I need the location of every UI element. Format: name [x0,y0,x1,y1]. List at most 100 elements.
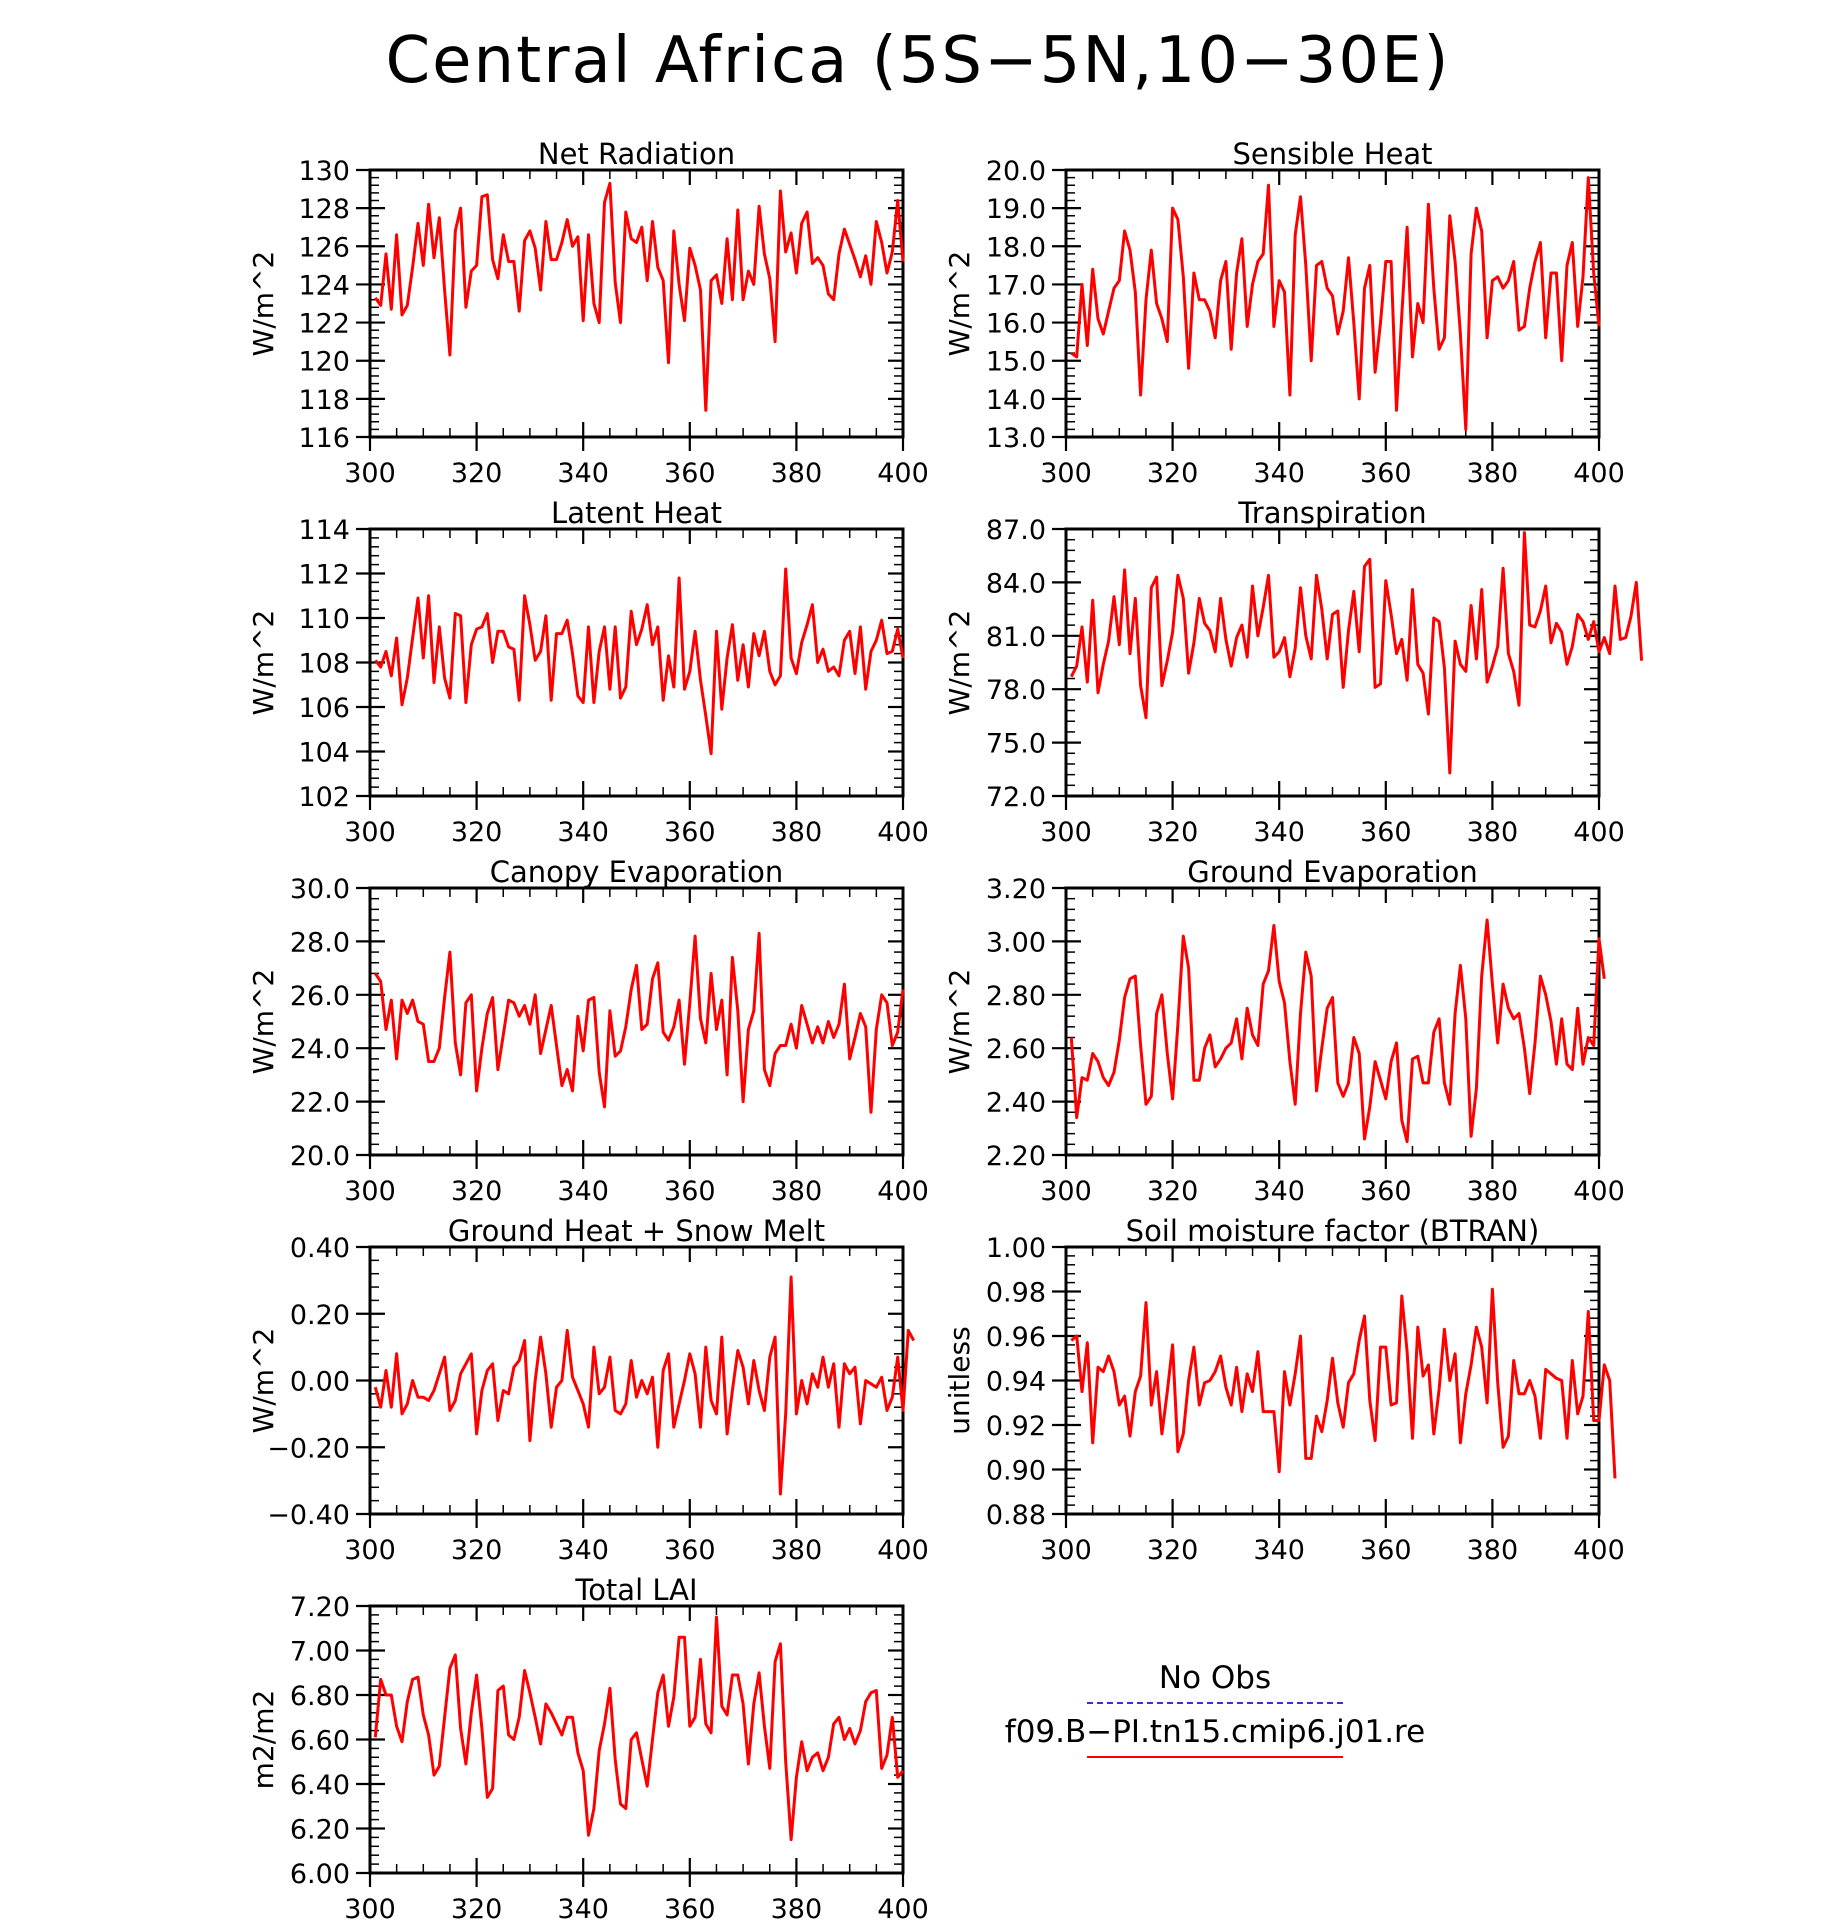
panel-2-title: Latent Heat [551,496,722,530]
panel-5-frame [1064,886,1601,1157]
panel-5-x-tick-label: 300 [1040,1176,1092,1207]
panel-7-series-line [1070,1287,1617,1479]
panel-7-x-tick-label: 380 [1467,1535,1519,1566]
panel-3-frame [1064,527,1601,798]
panel-3-y-axis-label: W/m^2 [943,610,976,716]
panel-1-y-axis-label: W/m^2 [943,251,976,357]
panel-6-y-tick-label: 0.40 [290,1233,350,1264]
panel-6-x-tick-label: 300 [344,1535,396,1566]
panel-5-x-tick-label: 400 [1573,1176,1625,1207]
panel-5-y-axis-label: W/m^2 [943,969,976,1075]
panel-1-x-tick-label: 340 [1253,458,1305,489]
panel-6-x-tick-label: 400 [877,1535,929,1566]
panel-5-x-tick-label: 320 [1147,1176,1199,1207]
panel-8-x-tick-label: 340 [557,1894,609,1925]
panel-7-x-tick-label: 300 [1040,1535,1092,1566]
panel-5-y-tick-label: 3.00 [986,927,1046,958]
panel-3-x-tick-label: 400 [1573,817,1625,848]
panel-2-y-tick-label: 108 [298,649,350,680]
panel-6-x-tick-label: 360 [664,1535,716,1566]
panel-4-x-tick-label: 360 [664,1176,716,1207]
panel-5-title: Ground Evaporation [1187,855,1478,889]
panel-3-x-tick-label: 320 [1147,817,1199,848]
legend-label-obs: No Obs [1158,1660,1272,1696]
panel-7-frame [1064,1245,1601,1516]
panel-3-title: Transpiration [1237,496,1426,530]
panel-8-frame [368,1604,905,1875]
panel-1-x-tick-label: 300 [1040,458,1092,489]
legend-line-obs [1087,1702,1343,1704]
panel-4-y-tick-label: 20.0 [290,1141,350,1172]
panel-3-y-tick-label: 81.0 [986,622,1046,653]
panel-3-x-tick-label: 300 [1040,817,1092,848]
panel-8-x-tick-label: 360 [664,1894,716,1925]
panel-3-y-tick-label: 87.0 [986,515,1046,546]
panel-1-y-tick-label: 14.0 [986,385,1046,416]
panel-0-y-tick-label: 128 [298,194,350,225]
panel-4-series-line [374,931,905,1114]
panel-0-x-tick-label: 380 [771,458,823,489]
panel-6-y-tick-label: 0.20 [290,1300,350,1331]
panel-5-y-tick-label: 2.80 [986,981,1046,1012]
panel-0-x-tick-label: 360 [664,458,716,489]
panel-6-series-line [373,1275,916,1496]
panel-2-y-tick-label: 104 [298,738,350,769]
panel-7-y-tick-label: 0.94 [986,1367,1046,1398]
panel-8-y-tick-label: 6.60 [290,1726,350,1757]
panel-3-x-tick-label: 360 [1360,817,1412,848]
panel-4-frame [368,886,905,1157]
panel-2-x-tick-label: 340 [557,817,609,848]
panel-7-y-tick-label: 0.88 [986,1500,1046,1531]
page-title: Central Africa (5S−5N,10−30E) [385,24,1451,98]
panel-6-x-tick-label: 340 [557,1535,609,1566]
panel-0-x-tick-label: 340 [557,458,609,489]
panel-2-x-tick-label: 400 [877,817,929,848]
panel-1-series-line [1070,176,1601,431]
panel-7-y-axis-label: unitless [943,1326,976,1434]
panel-3-y-tick-label: 75.0 [986,729,1046,760]
panel-5-y-tick-label: 3.20 [986,874,1046,905]
panel-0-x-tick-label: 300 [344,458,396,489]
panel-4-y-tick-label: 30.0 [290,874,350,905]
panel-3-y-tick-label: 72.0 [986,782,1046,813]
panel-2-y-tick-label: 102 [298,782,350,813]
legend-label-model: f09.B−PI.tn15.cmip6.j01.re [1004,1714,1426,1750]
panel-8-y-tick-label: 7.20 [290,1592,350,1623]
panel-6-x-tick-label: 380 [771,1535,823,1566]
panel-2-x-tick-label: 300 [344,817,396,848]
panel-7-y-tick-label: 0.98 [986,1278,1046,1309]
panel-0-y-tick-label: 124 [298,270,350,301]
panel-6-frame [368,1245,905,1516]
panel-8-x-tick-label: 300 [344,1894,396,1925]
panel-8-x-tick-label: 320 [451,1894,503,1925]
panel-0-x-tick-label: 320 [451,458,503,489]
panel-3-y-tick-label: 78.0 [986,675,1046,706]
panel-1-title: Sensible Heat [1232,137,1432,171]
panel-4-x-tick-label: 300 [344,1176,396,1207]
panel-0-y-tick-label: 122 [298,309,350,340]
panel-4-y-tick-label: 28.0 [290,927,350,958]
panel-8-y-tick-label: 6.80 [290,1681,350,1712]
panel-0-x-tick-label: 400 [877,458,929,489]
panel-1-y-tick-label: 18.0 [986,232,1046,263]
panel-7-x-tick-label: 340 [1253,1535,1305,1566]
panel-7-y-tick-label: 0.90 [986,1456,1046,1487]
panel-5-y-tick-label: 2.60 [986,1034,1046,1065]
panel-7-x-tick-label: 320 [1147,1535,1199,1566]
panel-7-y-tick-label: 0.96 [986,1322,1046,1353]
panel-5-series-line [1069,918,1606,1144]
panel-7-x-tick-label: 360 [1360,1535,1412,1566]
panel-4-y-axis-label: W/m^2 [247,969,280,1075]
panel-2-y-tick-label: 106 [298,693,350,724]
panel-6-y-tick-label: 0.00 [290,1367,350,1398]
panel-0-y-tick-label: 126 [298,232,350,263]
panel-0-y-axis-label: W/m^2 [247,251,280,357]
panel-0-frame [368,168,905,439]
panel-2-y-tick-label: 114 [298,515,350,546]
panel-7-title: Soil moisture factor (BTRAN) [1126,1214,1540,1248]
panel-8-series-line [373,1615,905,1842]
panel-4-x-tick-label: 340 [557,1176,609,1207]
panel-0-y-tick-label: 116 [298,423,350,454]
panel-4-y-tick-label: 26.0 [290,981,350,1012]
